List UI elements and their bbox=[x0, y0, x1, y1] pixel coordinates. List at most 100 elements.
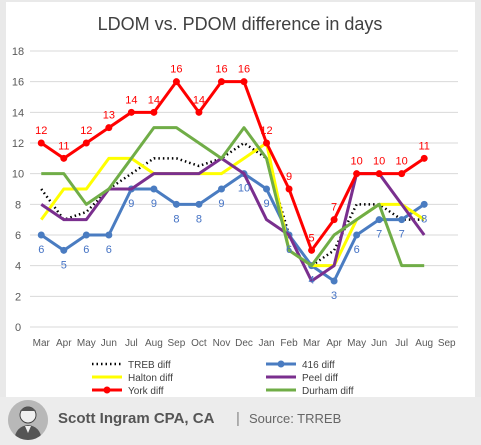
x-axis-ticks: Mar Apr May Jun Jul Aug Sep Oct Nov Dec Jan Feb Mar A… bbox=[33, 338, 456, 349]
x-tick-label: Mar bbox=[33, 338, 51, 349]
data-label: 11 bbox=[58, 140, 69, 152]
y-tick-label: 2 bbox=[15, 291, 21, 303]
data-label: 16 bbox=[215, 64, 227, 76]
legend-label: TREB diff bbox=[128, 360, 171, 371]
data-point bbox=[263, 185, 271, 193]
x-tick-label: Jun bbox=[101, 338, 117, 349]
data-point bbox=[375, 170, 383, 178]
footer: Scott Ingram CPA, CA | Source: TRREB bbox=[0, 397, 481, 445]
data-label: 12 bbox=[80, 125, 92, 137]
data-point bbox=[285, 185, 293, 193]
data-point bbox=[127, 108, 135, 116]
data-labels: 6 5 6 6 9 9 8 8 9 10 9 6 4 3 6 7 7 8 12 11 12 13 14 14 16 14 16 16 1… bbox=[35, 64, 430, 302]
x-tick-label: Jan bbox=[258, 338, 274, 349]
x-tick-label: Sep bbox=[168, 338, 186, 349]
data-label: 10 bbox=[351, 156, 363, 168]
data-label: 12 bbox=[35, 125, 47, 137]
legend-marker bbox=[103, 386, 111, 394]
legend-label: Peel diff bbox=[302, 373, 338, 384]
data-point bbox=[37, 139, 45, 147]
data-label: 16 bbox=[170, 64, 182, 76]
x-tick-label: Jul bbox=[395, 338, 408, 349]
y-tick-label: 0 bbox=[15, 322, 21, 334]
x-tick-label: Jun bbox=[371, 338, 387, 349]
data-point bbox=[172, 200, 180, 208]
data-point bbox=[82, 231, 90, 239]
data-label: 6 bbox=[38, 244, 44, 256]
data-label: 9 bbox=[218, 198, 224, 210]
data-label: 11 bbox=[418, 140, 429, 152]
legend-label: Durham diff bbox=[302, 386, 354, 397]
legend-label: 416 diff bbox=[302, 360, 335, 371]
source-text: Source: TRREB bbox=[249, 411, 342, 426]
data-point bbox=[420, 154, 428, 162]
data-point bbox=[105, 231, 113, 239]
data-point bbox=[375, 216, 383, 224]
data-point bbox=[353, 170, 361, 178]
data-point bbox=[330, 277, 338, 285]
data-point bbox=[195, 200, 203, 208]
x-tick-label: Aug bbox=[415, 338, 433, 349]
data-point bbox=[398, 216, 406, 224]
line-chart: LDOM vs. PDOM difference in days 0 2 4 6 8 10… bbox=[12, 14, 458, 397]
y-tick-label: 4 bbox=[15, 261, 21, 273]
data-label: 6 bbox=[106, 244, 112, 256]
data-label: 16 bbox=[238, 64, 250, 76]
data-point bbox=[150, 185, 158, 193]
data-point bbox=[420, 200, 428, 208]
y-tick-label: 6 bbox=[15, 230, 21, 242]
data-label: 5 bbox=[309, 232, 315, 244]
footer-separator: | bbox=[236, 410, 240, 427]
data-point bbox=[105, 124, 113, 132]
series-line bbox=[40, 80, 426, 252]
x-tick-label: Apr bbox=[326, 338, 342, 349]
data-label: 6 bbox=[286, 244, 292, 256]
chart-card: LDOM vs. PDOM difference in days 0 2 4 6 8 10… bbox=[6, 2, 475, 397]
data-point bbox=[172, 78, 180, 86]
data-label: 8 bbox=[421, 213, 427, 225]
y-tick-label: 14 bbox=[12, 107, 24, 119]
x-tick-label: Sep bbox=[438, 338, 456, 349]
y-tick-label: 18 bbox=[12, 46, 24, 58]
data-label: 14 bbox=[148, 94, 160, 106]
data-point bbox=[195, 108, 203, 116]
author-avatar bbox=[8, 400, 48, 440]
data-point bbox=[217, 78, 225, 86]
legend: TREB diff 416 diff Halton diff Peel diff Yor… bbox=[92, 360, 354, 397]
data-label: 6 bbox=[354, 244, 360, 256]
x-tick-label: May bbox=[77, 338, 96, 349]
data-point bbox=[60, 154, 68, 162]
data-point bbox=[263, 139, 271, 147]
y-tick-label: 10 bbox=[12, 169, 24, 181]
data-label: 7 bbox=[331, 202, 337, 214]
x-tick-label: Oct bbox=[191, 338, 207, 349]
legend-marker bbox=[277, 360, 285, 368]
data-point bbox=[82, 139, 90, 147]
data-label: 9 bbox=[286, 171, 292, 183]
data-label: 9 bbox=[128, 198, 134, 210]
data-label: 10 bbox=[373, 156, 385, 168]
series-lines bbox=[37, 78, 428, 285]
data-label: 5 bbox=[61, 259, 67, 271]
data-point bbox=[150, 108, 158, 116]
series-line bbox=[40, 156, 426, 283]
y-tick-label: 8 bbox=[15, 199, 21, 211]
x-tick-label: Feb bbox=[280, 338, 298, 349]
chart-title: LDOM vs. PDOM difference in days bbox=[98, 14, 383, 34]
x-tick-label: Apr bbox=[56, 338, 72, 349]
data-point bbox=[37, 231, 45, 239]
data-label: 14 bbox=[193, 94, 205, 106]
y-tick-label: 12 bbox=[12, 138, 24, 150]
data-label: 9 bbox=[263, 198, 269, 210]
x-tick-label: Aug bbox=[145, 338, 163, 349]
data-label: 12 bbox=[260, 125, 272, 137]
x-tick-label: Jul bbox=[125, 338, 138, 349]
data-label: 10 bbox=[238, 183, 250, 195]
series-line bbox=[41, 126, 425, 268]
author-name: Scott Ingram CPA, CA bbox=[58, 410, 215, 427]
data-point bbox=[353, 231, 361, 239]
x-tick-label: May bbox=[347, 338, 366, 349]
data-label: 6 bbox=[83, 244, 89, 256]
series-line bbox=[40, 141, 425, 267]
data-label: 8 bbox=[196, 213, 202, 225]
